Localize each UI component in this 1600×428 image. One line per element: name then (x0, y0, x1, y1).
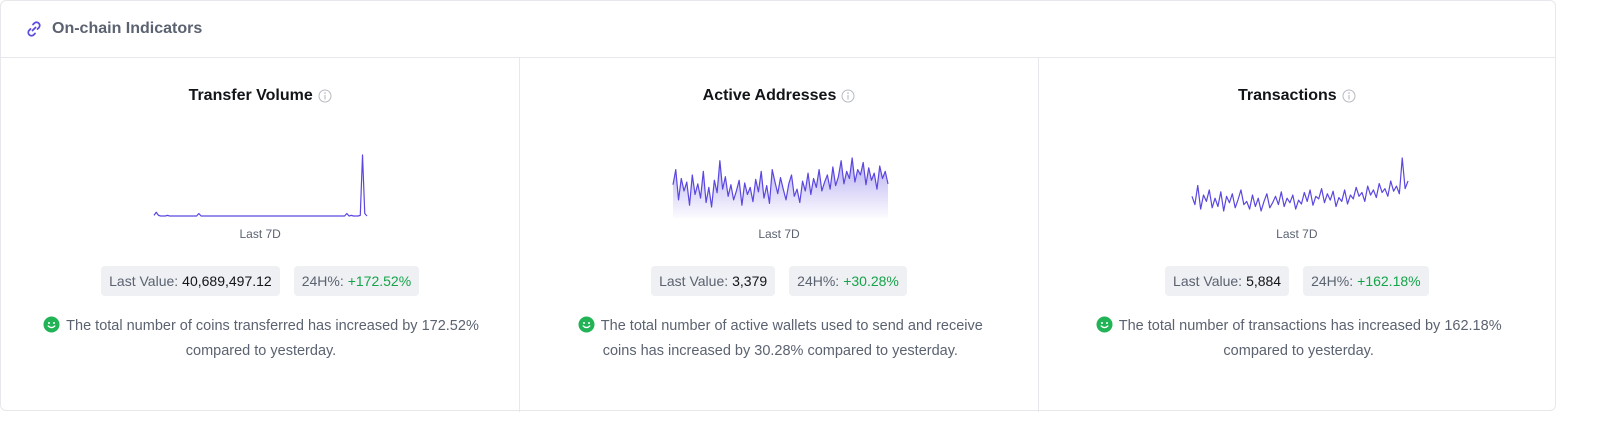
last-value: 40,689,497.12 (182, 273, 272, 289)
metric-card-active-addresses: Active Addresses Last 7D Last Value: 3,3… (519, 58, 1037, 412)
info-icon[interactable] (1342, 89, 1356, 103)
last-value-chip: Last Value: 40,689,497.12 (101, 266, 280, 296)
description-text: The total number of transactions has inc… (1118, 318, 1502, 359)
sparkline-area (673, 158, 889, 218)
value-chips: Last Value: 5,884 24H%: +162.18% (1039, 266, 1555, 296)
metric-card-transactions: Transactions Last 7D Last Value: 5,884 2… (1037, 58, 1555, 412)
metric-description: The total number of active wallets used … (560, 314, 1000, 364)
value-chips: Last Value: 40,689,497.12 24H%: +172.52% (1, 266, 519, 296)
change-value: +162.18% (1357, 273, 1421, 289)
last-value-chip: Last Value: 3,379 (651, 266, 776, 296)
smile-icon (43, 316, 60, 333)
metric-columns: Transfer Volume Last 7D Last Value: 40,6… (1, 58, 1555, 412)
change-label: 24H%: (301, 273, 344, 289)
change-value: +30.28% (843, 273, 899, 289)
value-chips: Last Value: 3,379 24H%: +30.28% (520, 266, 1037, 296)
panel-title: On-chain Indicators (52, 20, 203, 37)
last-value: 3,379 (732, 273, 768, 289)
metric-title: Transactions (1237, 87, 1337, 104)
metric-title-row: Transfer Volume (1, 87, 519, 105)
sparkline-line (153, 154, 368, 217)
on-chain-indicators-panel: On-chain Indicators Transfer Volume Last… (0, 0, 1556, 412)
sparkline-chart (153, 154, 368, 217)
last-value-label: Last Value: (1173, 273, 1243, 289)
info-icon[interactable] (318, 89, 332, 103)
change-label: 24H%: (1311, 273, 1354, 289)
metric-card-transfer-volume: Transfer Volume Last 7D Last Value: 40,6… (1, 58, 519, 412)
change-chip: 24H%: +162.18% (1303, 266, 1429, 296)
period-label: Last 7D (1276, 227, 1318, 241)
description-text: The total number of coins transferred ha… (66, 318, 479, 359)
period-label: Last 7D (239, 227, 281, 241)
metric-title-row: Transactions (1039, 87, 1555, 105)
metric-description: The total number of transactions has inc… (1079, 314, 1519, 364)
description-text: The total number of active wallets used … (600, 318, 983, 359)
last-value-chip: Last Value: 5,884 (1165, 266, 1290, 296)
sparkline-line (1191, 157, 1409, 212)
sparkline-chart (672, 157, 889, 218)
panel-header: On-chain Indicators (1, 1, 1555, 58)
last-value: 5,884 (1246, 273, 1282, 289)
last-value-label: Last Value: (659, 273, 729, 289)
metric-title-row: Active Addresses (520, 87, 1037, 105)
metric-title: Active Addresses (702, 87, 837, 104)
last-value-label: Last Value: (109, 273, 179, 289)
period-label: Last 7D (758, 227, 800, 241)
info-icon[interactable] (841, 89, 855, 103)
metric-description: The total number of coins transferred ha… (41, 314, 481, 364)
sparkline-chart (1191, 157, 1409, 212)
smile-icon (578, 316, 595, 333)
smile-icon (1096, 316, 1113, 333)
sparkline-line (672, 157, 889, 208)
change-chip: 24H%: +172.52% (293, 266, 420, 296)
chain-link-icon (24, 19, 44, 39)
change-chip: 24H%: +30.28% (789, 266, 907, 296)
change-label: 24H%: (797, 273, 840, 289)
metric-title: Transfer Volume (188, 87, 313, 104)
change-value: +172.52% (347, 273, 412, 289)
